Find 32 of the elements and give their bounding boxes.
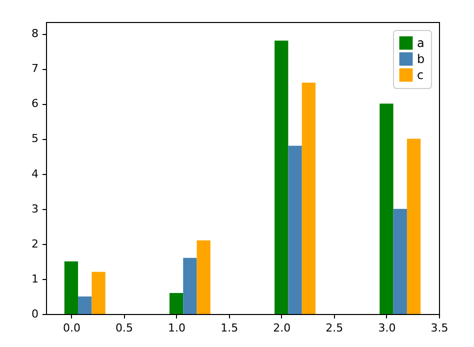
y-tick-label: 4: [32, 167, 38, 180]
y-tick-label: 3: [32, 202, 38, 216]
bar: [169, 292, 184, 314]
y-tick-label: 5: [32, 132, 38, 146]
bar: [393, 208, 407, 314]
y-tick-label: 1: [32, 272, 38, 286]
x-tick-label: 1.0: [168, 322, 186, 334]
x-tick-label: 1.5: [220, 322, 238, 334]
y-tick-label: 7: [32, 62, 38, 76]
bar: [64, 261, 78, 314]
x-tick-label: 2.5: [326, 322, 344, 334]
x-tick-label: 2.0: [273, 322, 291, 334]
legend-label: c: [417, 68, 424, 82]
bar: [302, 82, 316, 314]
x-tick-label: 0.5: [116, 322, 134, 334]
bar: [380, 104, 394, 314]
bar: [288, 146, 302, 314]
x-tick-label: 3.0: [378, 322, 396, 334]
bar: [92, 272, 106, 314]
bar: [406, 138, 421, 314]
y-tick-label: 0: [32, 308, 38, 320]
y-tick-label: 2: [32, 237, 38, 250]
bar: [183, 258, 197, 314]
y-tick-label: 6: [32, 97, 38, 110]
bar: [274, 40, 288, 314]
x-tick-label: 0.0: [62, 322, 80, 334]
legend-label: a: [417, 36, 424, 50]
legend-label: b: [417, 52, 425, 66]
y-tick-label: 8: [32, 27, 38, 40]
bar: [196, 240, 210, 314]
bar: [78, 296, 92, 314]
x-tick-label: 3.5: [430, 322, 448, 334]
